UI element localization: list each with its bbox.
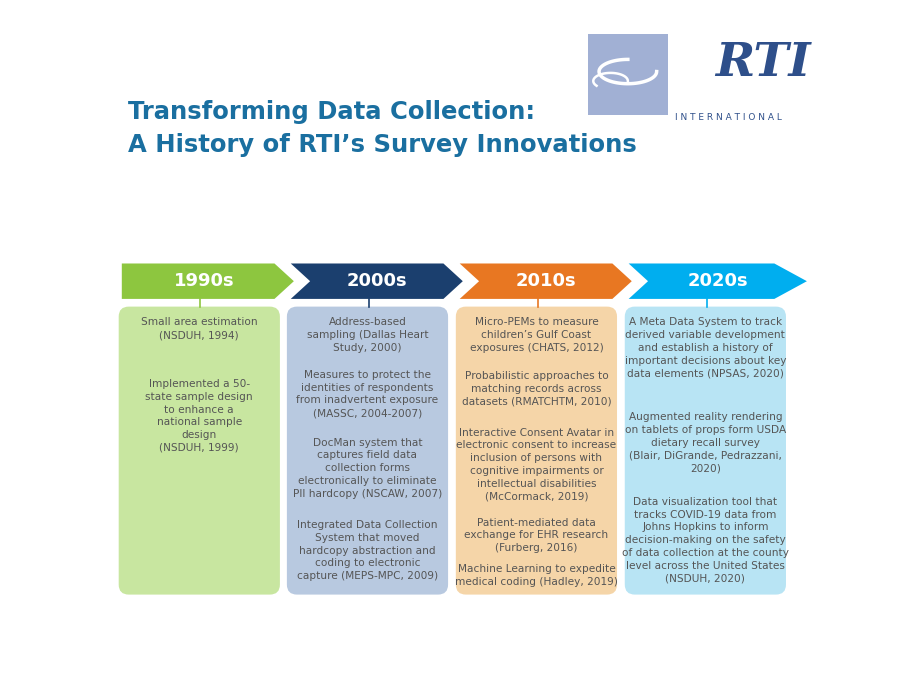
Polygon shape — [291, 263, 463, 299]
Text: Implemented a 50-
state sample design
to enhance a
national sample
design
(NSDUH: Implemented a 50- state sample design to… — [146, 379, 253, 453]
Text: Probabilistic approaches to
matching records across
datasets (RMATCHTM, 2010): Probabilistic approaches to matching rec… — [462, 371, 611, 407]
Text: A Meta Data System to track
derived variable development
and establish a history: A Meta Data System to track derived vari… — [625, 317, 786, 379]
Text: Measures to protect the
identities of respondents
from inadvertent exposure
(MAS: Measures to protect the identities of re… — [296, 370, 438, 418]
Text: DocMan system that
captures field data
collection forms
electronically to elimin: DocMan system that captures field data c… — [292, 437, 442, 499]
Text: I N T E R N A T I O N A L: I N T E R N A T I O N A L — [675, 113, 782, 122]
Text: Data visualization tool that
tracks COVID-19 data from
Johns Hopkins to inform
d: Data visualization tool that tracks COVI… — [622, 497, 789, 584]
Text: Transforming Data Collection:: Transforming Data Collection: — [128, 101, 536, 124]
FancyBboxPatch shape — [119, 306, 280, 595]
Text: Small area estimation
(NSDUH, 1994): Small area estimation (NSDUH, 1994) — [141, 317, 257, 340]
FancyBboxPatch shape — [588, 34, 668, 115]
Text: Micro-PEMs to measure
children’s Gulf Coast
exposures (CHATS, 2012): Micro-PEMs to measure children’s Gulf Co… — [470, 317, 603, 353]
FancyBboxPatch shape — [625, 306, 786, 595]
Text: Machine Learning to expedite
medical coding (Hadley, 2019): Machine Learning to expedite medical cod… — [455, 564, 618, 587]
Text: Address-based
sampling (Dallas Heart
Study, 2000): Address-based sampling (Dallas Heart Stu… — [307, 317, 428, 353]
Polygon shape — [460, 263, 632, 299]
Text: Patient-mediated data
exchange for EHR research
(Furberg, 2016): Patient-mediated data exchange for EHR r… — [464, 518, 608, 554]
Polygon shape — [122, 263, 293, 299]
Text: Integrated Data Collection
System that moved
hardcopy abstraction and
coding to : Integrated Data Collection System that m… — [297, 520, 438, 581]
Text: 2010s: 2010s — [516, 272, 576, 290]
Text: 2020s: 2020s — [688, 272, 748, 290]
Text: A History of RTI’s Survey Innovations: A History of RTI’s Survey Innovations — [128, 132, 637, 157]
FancyBboxPatch shape — [455, 306, 617, 595]
Polygon shape — [628, 263, 807, 299]
Text: Interactive Consent Avatar in
electronic consent to increase
inclusion of person: Interactive Consent Avatar in electronic… — [456, 427, 616, 502]
Text: 1990s: 1990s — [174, 272, 234, 290]
FancyBboxPatch shape — [287, 306, 448, 595]
Text: Augmented reality rendering
on tablets of props form USDA
dietary recall survey
: Augmented reality rendering on tablets o… — [625, 412, 786, 473]
Text: 2000s: 2000s — [346, 272, 407, 290]
Text: RTI: RTI — [716, 40, 811, 86]
